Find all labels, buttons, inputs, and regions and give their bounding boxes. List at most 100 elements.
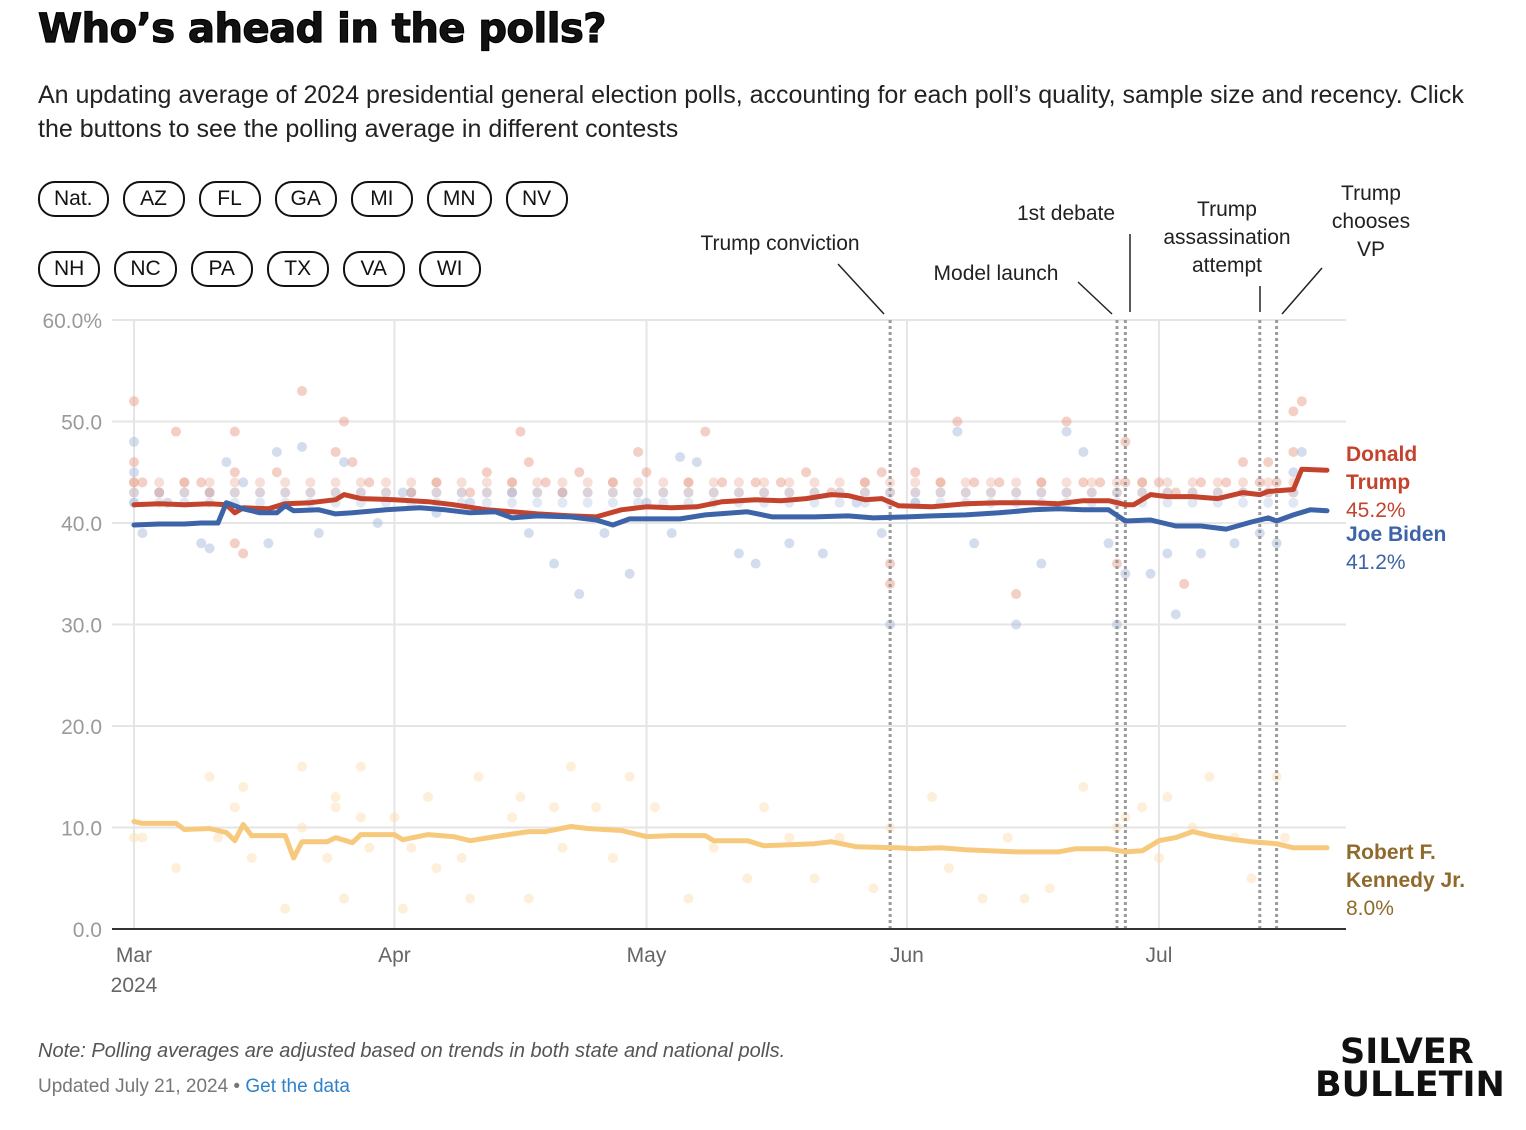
poll-dot [1086,477,1097,488]
contest-button-national[interactable]: Nat. [38,181,109,217]
poll-dot [137,528,148,539]
trend-line-rfk [131,818,1330,861]
poll-dot [355,812,366,823]
poll-dot [246,852,257,863]
poll-dot [549,802,560,813]
poll-dot [658,487,669,498]
contest-button-wi[interactable]: WI [418,251,481,287]
trend-lines [131,466,1330,861]
grid [112,319,1346,929]
poll-dot [1103,538,1114,549]
event-leader [837,263,885,315]
poll-dot [977,893,988,904]
poll-dot [1288,406,1299,417]
poll-dot [708,487,719,498]
contest-button-mn[interactable]: MN [426,181,492,217]
poll-dot [1195,477,1206,488]
contest-button-pa[interactable]: PA [190,251,253,287]
poll-dot [406,487,417,498]
series-value-label: 8.0% [1346,897,1394,920]
poll-dot [557,487,568,498]
poll-dot [633,477,644,488]
poll-dot [523,457,534,468]
poll-dot [1162,497,1173,508]
poll-dot [784,538,795,549]
contest-button-nh[interactable]: NH [38,251,101,287]
poll-dot [1212,487,1223,498]
poll-dot [1036,477,1047,488]
poll-dot [557,487,568,498]
contest-button-az[interactable]: AZ [122,181,185,217]
poll-dots [129,386,1307,914]
poll-dot [213,832,224,843]
poll-dot [339,457,350,468]
poll-dot [1145,568,1156,579]
poll-dot [1111,822,1122,833]
poll-dot [423,792,434,803]
get-the-data-link[interactable]: Get the data [245,1076,350,1097]
poll-dot [1162,792,1173,803]
poll-dot [582,497,593,508]
poll-dot [927,792,938,803]
poll-dot [229,487,240,498]
poll-dot [196,477,207,488]
poll-dot [297,386,308,397]
poll-dot [733,487,744,498]
contest-button-nv[interactable]: NV [505,181,568,217]
poll-dot [759,487,770,498]
poll-dot [885,619,896,630]
poll-dot [397,903,408,914]
poll-dot [515,792,526,803]
poll-dot [229,477,240,488]
poll-dot [129,477,139,488]
poll-dot [742,873,753,884]
contest-button-mi[interactable]: MI [350,181,413,217]
poll-dot [129,467,139,478]
poll-dot [607,487,618,498]
poll-dot [263,538,274,549]
poll-dot [1195,548,1206,559]
poll-dot [137,832,148,843]
poll-dot [1061,477,1072,488]
poll-dot [280,903,291,914]
contest-button-va[interactable]: VA [342,251,405,287]
poll-dot [129,436,139,447]
poll-dot [1078,781,1089,792]
poll-dot [305,487,316,498]
contest-button-fl[interactable]: FL [198,181,261,217]
poll-dot [154,487,165,498]
poll-dot [255,497,266,508]
poll-dot [1061,487,1072,498]
poll-dot [330,792,341,803]
contest-button-tx[interactable]: TX [266,251,329,287]
poll-dot [1288,446,1299,457]
poll-dot [624,568,635,579]
poll-dot [171,863,182,874]
contest-button-nc[interactable]: NC [114,251,177,287]
poll-dot [179,477,190,488]
poll-dot [549,558,560,569]
poll-dot [1153,852,1164,863]
poll-dot [507,487,518,498]
polling-average-chart: Trump conviction Model launch 1st debate Tr… [42,182,1465,997]
poll-dot [229,487,240,498]
poll-dot [1036,477,1047,488]
poll-dot [154,487,165,498]
poll-dot [885,487,896,498]
x-tick-label: Mar [116,944,152,967]
poll-dot [759,487,770,498]
poll-dot [465,893,476,904]
poll-dot [456,852,467,863]
contest-button-ga[interactable]: GA [274,181,337,217]
poll-dot [683,487,694,498]
y-tick-label: 20.0 [61,716,102,739]
event-label: attempt [1192,254,1262,277]
y-tick-label: 60.0% [42,310,102,333]
trend-line-biden [131,500,1330,532]
poll-dot [876,528,887,539]
poll-dot [280,477,291,488]
poll-dot [238,781,249,792]
series-name-label: Robert F. [1346,841,1436,864]
poll-dot [557,497,568,508]
poll-dot [658,477,669,488]
